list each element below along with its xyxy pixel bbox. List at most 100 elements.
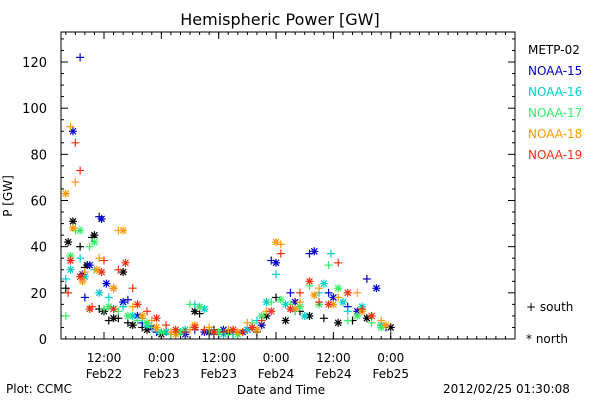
star-stroke [267, 307, 275, 315]
star-stroke [339, 298, 347, 306]
noaa-19-north-point [97, 268, 106, 277]
star-stroke [64, 238, 72, 246]
noaa-18-south-point [377, 316, 386, 325]
legend-item-noaa-17: NOAA-17 [528, 106, 583, 120]
noaa-19-south-point [334, 258, 343, 267]
noaa-18-south-point [66, 122, 75, 131]
star-stroke [98, 268, 106, 276]
noaa-18-north-point [272, 238, 281, 247]
y-axis-label: P [GW] [1, 175, 15, 217]
star-stroke [62, 190, 70, 198]
noaa-18-south-point [71, 178, 80, 187]
north-label: north [535, 332, 569, 346]
noaa-19-south-point [257, 316, 266, 325]
noaa-15-south-point [362, 274, 371, 283]
star-stroke [129, 321, 137, 329]
y-tick-label: 40 [30, 241, 47, 256]
noaa-19-south-point [200, 325, 209, 334]
noaa-19-north-point [324, 300, 333, 309]
noaa-16-north-point [319, 279, 328, 288]
noaa-15-south-point [80, 293, 89, 302]
noaa-15-south-point [324, 288, 333, 297]
noaa-18-south-point [334, 293, 343, 302]
noaa-15-north-point [85, 261, 94, 270]
noaa-18-north-point [68, 224, 77, 233]
noaa-15-north-point [102, 279, 111, 288]
x-tick-label: 12:00 [87, 351, 122, 365]
x-tick-sublabel: Feb23 [200, 367, 237, 381]
star-stroke [124, 312, 132, 320]
noaa-16-north-point [262, 298, 271, 307]
noaa-19-north-point [209, 328, 218, 337]
y-tick-label: 80 [30, 148, 47, 163]
star-stroke [329, 294, 337, 301]
noaa-19-south-point [238, 328, 247, 337]
metp-02-north-point [334, 318, 343, 327]
noaa-15-north-point [272, 258, 281, 267]
noaa-18-south-point [295, 298, 304, 307]
star-stroke [86, 305, 94, 313]
noaa-18-north-point [152, 323, 161, 332]
noaa-19-south-point [100, 256, 109, 265]
metp-02-north-point [90, 231, 99, 240]
x-tick-sublabel: Feb25 [372, 367, 409, 381]
x-tick-label: 0:00 [263, 351, 290, 365]
star-stroke [286, 305, 294, 313]
noaa-17-north-point [123, 311, 132, 320]
star-stroke [67, 266, 74, 274]
star-stroke [301, 312, 309, 320]
y-tick-label: 0 [39, 333, 47, 348]
noaa-19-south-point [76, 166, 85, 175]
noaa-19-north-point [121, 258, 130, 267]
noaa-17-south-point [186, 300, 195, 309]
star-stroke [387, 324, 395, 331]
star-stroke [134, 300, 141, 308]
noaa-17-south-point [133, 316, 142, 325]
marker-key-south: + south [526, 300, 573, 314]
noaa-18-north-point [119, 226, 128, 235]
noaa-18-south-point [95, 254, 104, 263]
noaa-19-north-point [85, 304, 94, 313]
star-stroke [93, 266, 101, 274]
star-stroke [102, 280, 110, 288]
metp-02-south-point [61, 284, 70, 293]
star-stroke [196, 303, 204, 311]
noaa-19-north-point [133, 300, 142, 309]
star-stroke [191, 324, 199, 331]
noaa-17-south-point [367, 318, 376, 327]
noaa-15-north-point [329, 293, 338, 302]
metp-02-south-point [76, 242, 85, 251]
metp-02-north-point [109, 314, 118, 323]
plot-credit: Plot: CCMC [6, 382, 72, 396]
noaa-17-north-point [276, 295, 285, 304]
noaa-15-south-point [76, 53, 85, 62]
noaa-18-south-point [80, 268, 89, 277]
noaa-18-north-point [138, 311, 147, 320]
star-stroke [105, 303, 113, 311]
star-stroke [86, 261, 94, 269]
star-stroke [200, 305, 208, 313]
noaa-17-north-point [90, 238, 99, 247]
star-stroke [119, 268, 127, 276]
star-stroke [110, 314, 117, 322]
legend-item-noaa-18: NOAA-18 [528, 127, 583, 141]
star-stroke [282, 317, 290, 324]
noaa-19-south-point [114, 265, 123, 274]
star-stroke [138, 312, 146, 320]
noaa-16-south-point [272, 270, 281, 279]
star-stroke [306, 277, 313, 285]
noaa-18-south-point [205, 323, 214, 332]
noaa-19-north-point [305, 277, 314, 286]
star-stroke [76, 227, 84, 234]
noaa-19-south-point [64, 288, 73, 297]
noaa-15-north-point [97, 214, 106, 223]
noaa-16-north-point [338, 298, 347, 307]
noaa-19-south-point [143, 307, 152, 316]
noaa-16-north-point [95, 288, 104, 297]
noaa-18-north-point [310, 291, 319, 300]
noaa-17-north-point [76, 226, 85, 235]
star-stroke [334, 284, 342, 292]
metp-02-south-point [319, 314, 328, 323]
noaa-19-north-point [152, 314, 161, 323]
noaa-19-north-point [343, 288, 352, 297]
